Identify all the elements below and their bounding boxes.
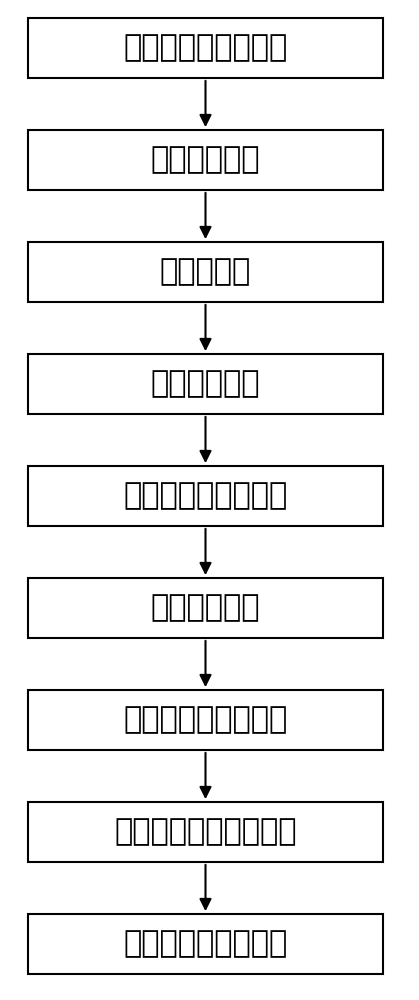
FancyBboxPatch shape	[28, 802, 383, 862]
FancyBboxPatch shape	[28, 354, 383, 414]
FancyBboxPatch shape	[28, 466, 383, 526]
Text: 吊装布放探头: 吊装布放探头	[151, 593, 260, 622]
FancyBboxPatch shape	[28, 578, 383, 638]
FancyBboxPatch shape	[28, 690, 383, 750]
Text: 记录信息、现场分析: 记录信息、现场分析	[123, 706, 287, 734]
FancyBboxPatch shape	[28, 914, 383, 974]
Text: 固定定位桩和安装架: 固定定位桩和安装架	[123, 33, 287, 62]
Text: 沉井扰动沉淀: 沉井扰动沉淀	[151, 145, 260, 174]
FancyBboxPatch shape	[28, 130, 383, 190]
Text: 后期处理、数据分析: 后期处理、数据分析	[123, 930, 287, 958]
Text: 连接探头、定向探头: 连接探头、定向探头	[123, 482, 287, 510]
FancyBboxPatch shape	[28, 242, 383, 302]
Text: 陆上试运行: 陆上试运行	[160, 257, 251, 286]
FancyBboxPatch shape	[28, 18, 383, 78]
Text: 误差测定校准: 误差测定校准	[151, 369, 260, 398]
Text: 提升、下降探头、校准: 提升、下降探头、校准	[114, 818, 297, 846]
